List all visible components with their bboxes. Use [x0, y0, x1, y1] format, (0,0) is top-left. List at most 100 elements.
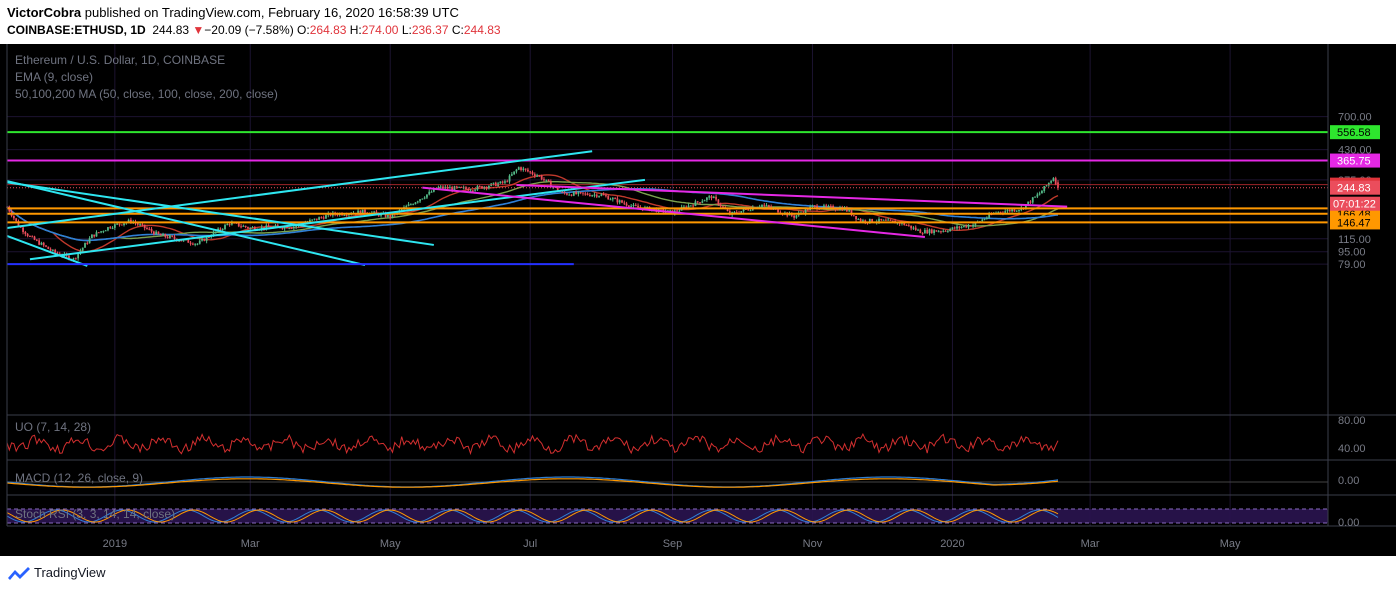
candle-body [113, 224, 116, 228]
level-tag: 556.58 [1337, 127, 1371, 139]
candle-body [588, 195, 591, 197]
candle-body [625, 203, 628, 206]
candle-body [221, 229, 224, 231]
candle-body [1045, 185, 1048, 187]
stoch-label: Stoch RSI (3, 3, 14, 14, close) [15, 507, 175, 521]
candle-body [320, 217, 323, 219]
candle-body [579, 192, 582, 194]
open-label: O: [297, 23, 310, 37]
candle-body [451, 187, 454, 190]
candle-body [708, 196, 711, 198]
last-price-tag-bg [1330, 180, 1380, 195]
candle-body [91, 234, 93, 239]
macd-line [6, 476, 1059, 488]
candle-body [974, 222, 977, 225]
candle-body [81, 247, 84, 251]
y-tick-label: 95.00 [1338, 247, 1366, 259]
candle-body [139, 224, 141, 226]
stoch-k-line [6, 509, 1059, 523]
candle-body [74, 258, 77, 260]
candle-body [455, 186, 458, 188]
candle-body [345, 214, 348, 216]
candle-body [432, 188, 435, 192]
candle-body [430, 191, 433, 193]
candle-body [143, 224, 146, 229]
candle-body [104, 230, 107, 232]
candle-body [240, 226, 242, 228]
candle-body [384, 213, 387, 217]
candle-body [469, 190, 472, 192]
tradingview-logo-icon[interactable] [7, 565, 31, 581]
candle-body [882, 219, 885, 221]
candle-body [928, 229, 931, 234]
candle-body [322, 217, 325, 219]
candle-body [889, 219, 892, 221]
candle-body [22, 227, 24, 232]
candle-body [180, 240, 183, 242]
level-tag: 365.75 [1337, 156, 1371, 168]
chart-area[interactable]: 2019 Mar May Jul Sep Nov 2020 Mar May700.00430.0… [0, 44, 1396, 556]
candle-body [42, 242, 45, 246]
candle-body [173, 236, 176, 239]
candle-body [318, 217, 320, 220]
candle-body [421, 198, 424, 200]
candle-body [196, 243, 199, 245]
candle-body [582, 192, 584, 194]
low-value: 236.37 [411, 23, 449, 37]
candle-body [834, 209, 837, 211]
candle-body [387, 214, 389, 217]
candle-body [566, 193, 568, 195]
candle-body [15, 218, 18, 222]
candle-body [1052, 178, 1055, 182]
candle-body [522, 168, 525, 170]
candle-body [26, 233, 29, 237]
published-info: published on TradingView.com, February 1… [81, 5, 459, 20]
candle-body [416, 201, 419, 203]
candle-body [311, 219, 314, 221]
candle-body [540, 175, 543, 180]
candle-body [570, 194, 573, 196]
symbol-line: COINBASE:ETHUSD, 1D 244.83 ▼−20.09 (−7.5… [7, 23, 501, 37]
trendline-cyan [6, 234, 88, 267]
candle-body [426, 194, 428, 198]
candle-body [107, 227, 109, 231]
candle-body [614, 198, 617, 200]
candle-body [735, 211, 738, 213]
candle-body [364, 209, 366, 213]
indicator-tick-label: 0.00 [1338, 517, 1359, 529]
candle-body [630, 205, 633, 207]
candle-body [749, 210, 752, 212]
down-arrow-icon: ▼ [192, 23, 205, 37]
candle-body [150, 229, 153, 232]
candle-body [593, 194, 596, 196]
candle-body [405, 206, 408, 208]
candle-body [1038, 193, 1041, 195]
indicator-tick-label: 40.00 [1338, 443, 1366, 455]
brand-name[interactable]: TradingView [34, 565, 106, 580]
candle-body [804, 209, 807, 214]
candle-body [194, 243, 197, 245]
candle-body [609, 199, 612, 201]
candle-body [669, 210, 672, 212]
candle-body [290, 228, 293, 230]
candle-body [884, 219, 887, 221]
candle-body [855, 215, 857, 220]
candle-body [86, 243, 89, 245]
candle-body [513, 171, 516, 175]
candle-body [295, 225, 298, 227]
level-tag-bg [1330, 153, 1380, 168]
candle-body [600, 194, 603, 196]
candle-body [283, 226, 286, 229]
indicator-tick-label: 80.00 [1338, 415, 1366, 427]
candle-body [361, 209, 364, 214]
candle-body [343, 214, 346, 216]
candle-body [586, 193, 589, 196]
candle-body [423, 197, 426, 199]
candle-body [471, 190, 474, 192]
candle-body [1024, 204, 1027, 209]
candle-body [871, 218, 874, 223]
candle-body [944, 230, 947, 232]
candle-body [409, 204, 412, 206]
candle-body [859, 218, 862, 222]
publisher-name[interactable]: VictorCobra [7, 5, 82, 20]
